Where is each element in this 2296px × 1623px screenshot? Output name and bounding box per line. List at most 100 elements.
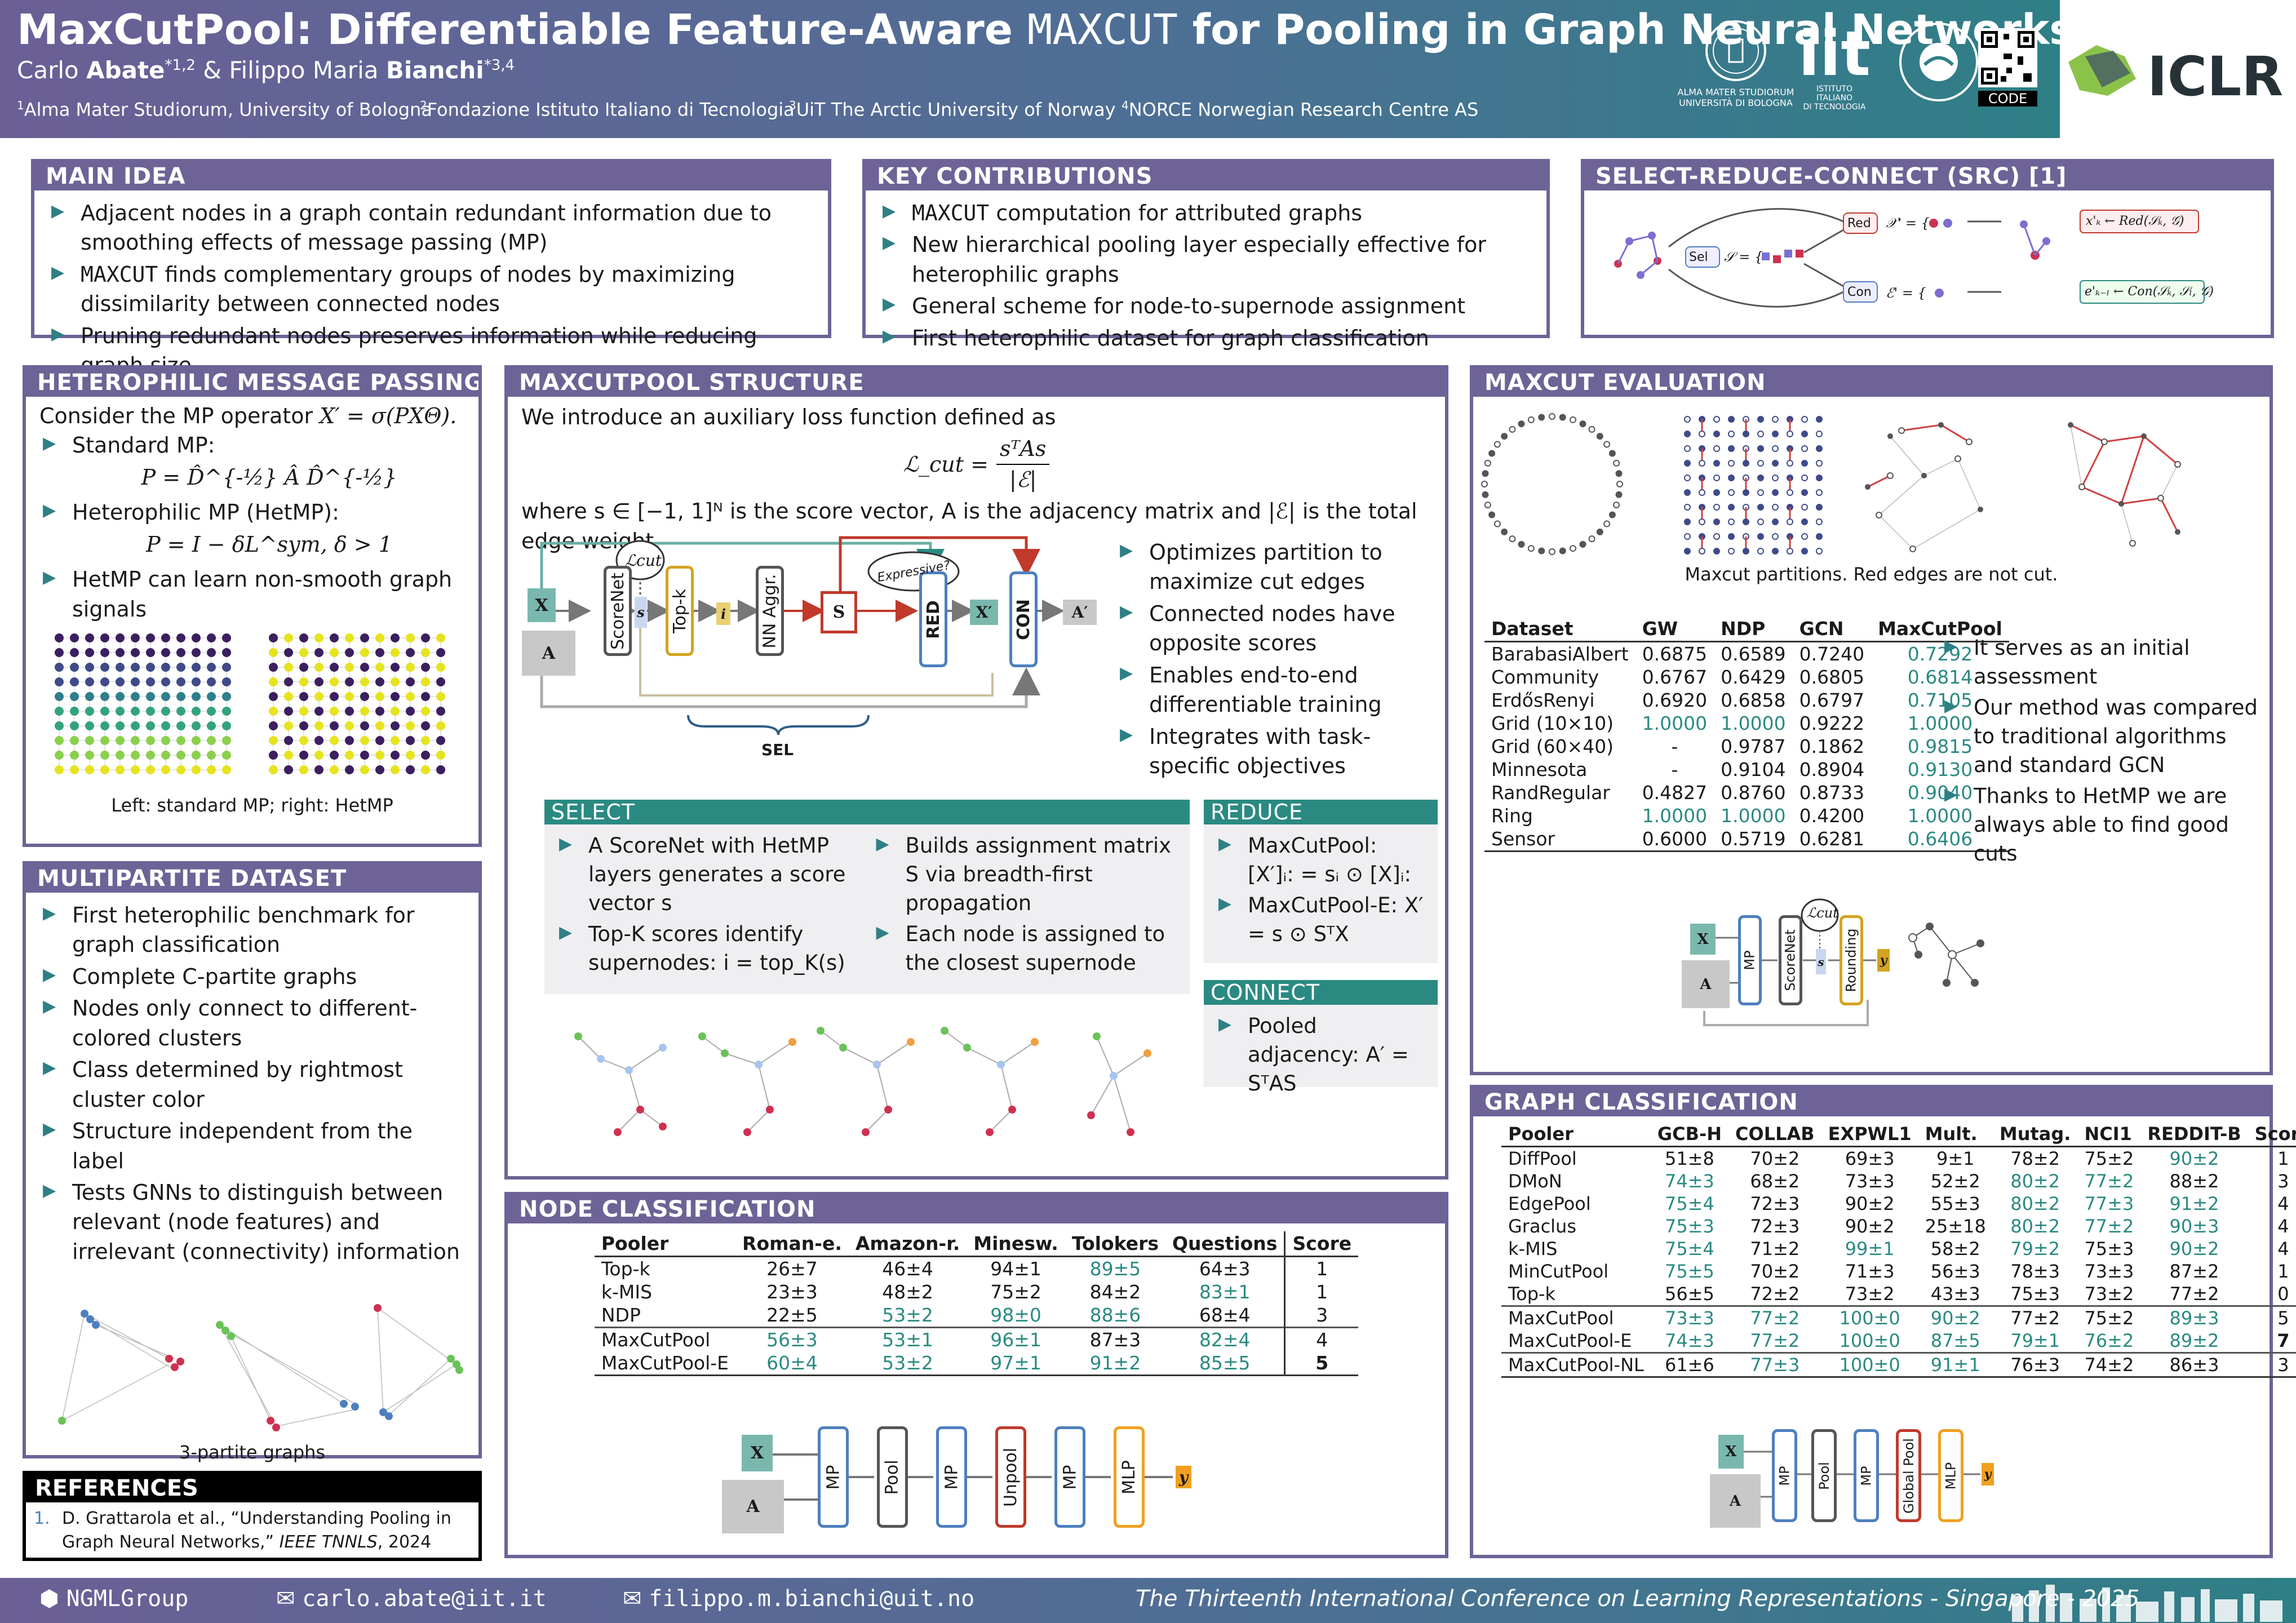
table-header-cell: Dataset: [1484, 617, 1635, 642]
table-cell: 3: [2248, 1352, 2296, 1378]
grid-node: [345, 633, 354, 643]
grid-node: [391, 736, 400, 746]
poster-header: MaxCutPool: Differentiable Feature-Aware…: [0, 0, 2074, 138]
grid-partition-node: [1684, 504, 1691, 511]
table-row: DMoN 74±3 68±2 73±3 52±2 80±2 77±2 88±2 3: [1501, 1170, 2296, 1192]
qr-code[interactable]: CODE: [1978, 28, 2037, 113]
table-cell: MaxCutPool-E: [1508, 1330, 1632, 1351]
references-panel: REFERENCES 1. D. Grattarola et al., “Und…: [23, 1471, 482, 1561]
grid-node: [345, 721, 354, 731]
table-cell: 0.1862: [1799, 735, 1865, 757]
grid-partition-node: [1772, 445, 1779, 452]
unibo-line2: UNIVERSITÀ DI BOLOGNA: [1679, 97, 1793, 108]
grid-node: [391, 633, 400, 643]
grid-node: [85, 692, 94, 702]
table-cell: MaxCutPool-E: [594, 1351, 736, 1376]
grid-node: [55, 765, 64, 775]
table-cell: 100±0: [1839, 1330, 1900, 1351]
grid-node: [146, 721, 155, 731]
grid-node: [131, 692, 140, 702]
grid-node: [146, 736, 155, 746]
footer-email-1[interactable]: ✉ carlo.abate@iit.it: [276, 1586, 547, 1612]
grid-partition-node: [1757, 489, 1764, 496]
affiliation-2: 2Fondazione Istituto Italiano di Tecnolo…: [420, 99, 795, 121]
nc-block-unpool: Unpool: [995, 1426, 1026, 1528]
table-cell: 77±2: [2169, 1283, 2219, 1305]
maxcut-eval-title: MAXCUT EVALUATION: [1473, 369, 2270, 397]
multipartite-item-2: Complete C-partite graphs: [39, 962, 465, 991]
grid-node: [161, 692, 170, 702]
table-cell: 0.9104: [1721, 759, 1786, 781]
table-cell: 73±2: [2084, 1283, 2134, 1305]
grid-node: [299, 692, 308, 702]
grid-partition-node: [1757, 504, 1764, 511]
connect-box: CONNECT Pooled adjacency: A′ = SᵀAS: [1204, 980, 1438, 1096]
grid-partition-node: [1772, 431, 1779, 437]
grid-node: [192, 648, 201, 658]
grid-node: [406, 736, 415, 746]
grid-partition-node: [1772, 416, 1779, 423]
grid-node: [192, 751, 201, 760]
table-cell: 91±2: [2169, 1193, 2219, 1214]
table-header-cell: Pooler: [1501, 1122, 1651, 1147]
grid-node: [391, 765, 400, 775]
structure-bullet-1: Optimizes partition to maximize cut edge…: [1116, 538, 1432, 597]
table-cell: 5: [2248, 1305, 2296, 1329]
grid-node: [222, 721, 231, 731]
grid-node: [269, 648, 278, 658]
grid-partition-node: [1787, 518, 1793, 525]
maxcut-partition-plots: [1481, 413, 2181, 555]
grid-node: [131, 648, 140, 658]
grid-node: [436, 692, 445, 702]
select-title: SELECT: [544, 800, 1190, 824]
contrib-item-2: New hierarchical pooling layer especiall…: [879, 230, 1533, 289]
ring-node: [1488, 450, 1496, 457]
grid-node: [330, 663, 339, 672]
grid-partition-node: [1743, 548, 1749, 555]
grid-node: [375, 633, 384, 643]
src-panel: SELECT-REDUCE-CONNECT (SRC) [1]: [1581, 159, 2274, 338]
grid-node: [360, 736, 369, 746]
table-cell: MaxCutPool: [1501, 1305, 1651, 1329]
table-cell: RandRegular: [1491, 782, 1610, 804]
hetero-standard-eq: P = D̂^{-½} Â D̂^{-½}: [141, 464, 397, 490]
grid-node: [222, 692, 231, 702]
grid-node: [131, 736, 140, 746]
grid-node: [192, 677, 201, 687]
maxcut-table-wrap: Dataset GW NDP GCN MaxCutPool BarabasiAlbert 0…: [1484, 617, 2009, 852]
footer-group[interactable]: ⬢ NGMLGroup: [39, 1586, 189, 1612]
grid-partition-node: [1801, 460, 1808, 467]
mail-icon: ✉: [276, 1586, 295, 1612]
grid-node: [207, 721, 216, 731]
grid-partition-node: [1713, 548, 1720, 555]
table-cell: 0.4827: [1642, 782, 1708, 804]
table-cell: DiffPool: [1508, 1148, 1577, 1169]
hetero-hetmp-eq: P = I − δL^sym, δ > 1: [146, 531, 392, 557]
structure-title: MAXCUTPOOL STRUCTURE: [508, 369, 1445, 397]
table-cell: 82±4: [1165, 1327, 1285, 1351]
table-cell: 0.6429: [1721, 666, 1786, 688]
gc-block-global-pool: Global Pool: [1896, 1429, 1921, 1522]
grid-node: [421, 736, 430, 746]
diagram-scorenet: ScoreNet: [604, 566, 632, 656]
grid-node: [330, 692, 339, 702]
table-cell: 3: [2277, 1170, 2289, 1192]
table-cell: 88±6: [1089, 1304, 1141, 1326]
table-cell: 94±1: [990, 1258, 1041, 1280]
grid-node: [375, 751, 384, 760]
footer-email-2[interactable]: ✉ filippo.m.bianchi@uit.no: [623, 1586, 975, 1612]
table-cell: 77±2: [1992, 1305, 2078, 1329]
grid-node: [146, 648, 155, 658]
grid-partition-node: [1728, 518, 1735, 525]
grid-node: [176, 648, 185, 658]
table-cell: 71±2: [1750, 1238, 1800, 1260]
table-cell: 1.0000: [1642, 805, 1708, 827]
grid-node: [85, 736, 94, 746]
grid-node: [131, 677, 140, 687]
grid-node: [131, 721, 140, 731]
table-cell: 0.8904: [1799, 759, 1865, 781]
ring-node: [1493, 520, 1501, 527]
grid-partition-node: [1684, 475, 1691, 481]
table-row: MinCutPool 75±5 70±2 71±3 56±3 78±3 73±3 87±2 1: [1501, 1260, 2296, 1283]
grid-node: [284, 633, 293, 643]
